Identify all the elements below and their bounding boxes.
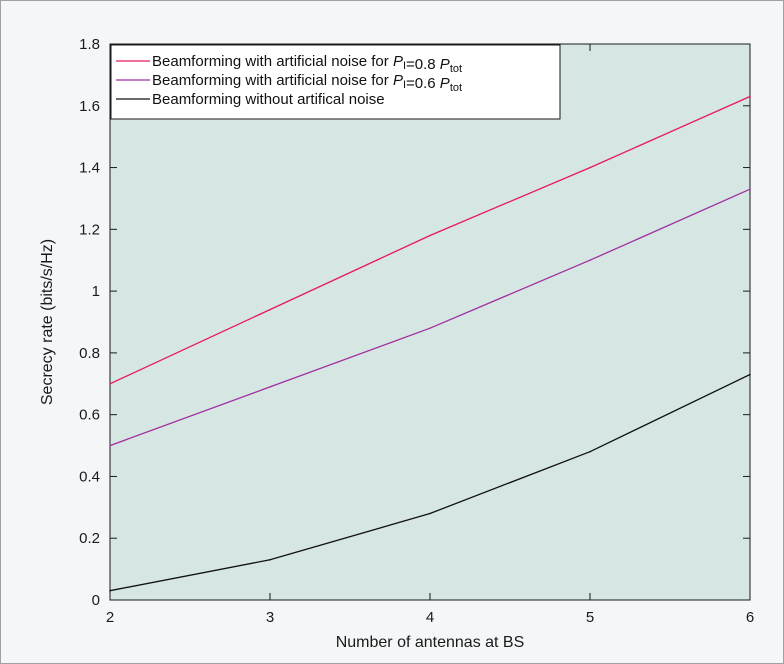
y-tick-label: 1.2 — [79, 221, 100, 238]
x-tick-label: 4 — [426, 609, 434, 626]
legend-entry-1: Beamforming with artificial noise for PI… — [152, 53, 462, 75]
data-point — [429, 234, 431, 237]
axis-ticks: 2 3 4 5 6 0 0.2 0.4 0.6 0.8 1 1.2 1.4 1.6 1.8 — [79, 36, 754, 626]
y-tick-label: 0.8 — [79, 345, 100, 362]
legend-box — [110, 44, 561, 120]
data-point — [109, 444, 111, 447]
x-tick-label: 5 — [586, 609, 594, 626]
data-point — [589, 259, 591, 262]
data-point — [429, 512, 431, 515]
series-layer — [109, 95, 751, 592]
data-point — [269, 308, 271, 311]
y-tick-label: 0 — [92, 592, 100, 609]
data-point — [589, 166, 591, 169]
legend: Beamforming with artificial noise for PI… — [110, 44, 561, 120]
data-point — [269, 559, 271, 561]
data-point — [109, 382, 111, 385]
y-tick-label: 1.4 — [79, 160, 100, 177]
data-point — [749, 95, 751, 98]
y-tick-label: 1.6 — [79, 98, 100, 115]
data-point — [429, 327, 431, 329]
y-tick-label: 0.4 — [79, 468, 100, 485]
data-point — [749, 188, 751, 190]
x-axis-label: Number of antennas at BS — [336, 634, 525, 651]
legend-entry-3: Beamforming without artifical noise — [152, 91, 385, 108]
y-tick-label: 0.6 — [79, 407, 100, 424]
y-axis-label: Secrecy rate (bits/s/Hz) — [39, 239, 56, 405]
x-tick-label: 3 — [266, 609, 274, 626]
data-point — [109, 589, 111, 592]
y-tick-label: 1 — [92, 283, 100, 300]
plot-area — [109, 43, 751, 601]
y-tick-label: 1.8 — [79, 36, 100, 53]
data-point — [749, 373, 751, 376]
data-point — [589, 450, 591, 453]
legend-entry-2: Beamforming with artificial noise for PI… — [152, 72, 462, 94]
data-point — [269, 386, 271, 388]
y-tick-label: 0.2 — [79, 530, 100, 547]
x-tick-label: 6 — [746, 609, 754, 626]
x-tick-label: 2 — [106, 609, 114, 626]
